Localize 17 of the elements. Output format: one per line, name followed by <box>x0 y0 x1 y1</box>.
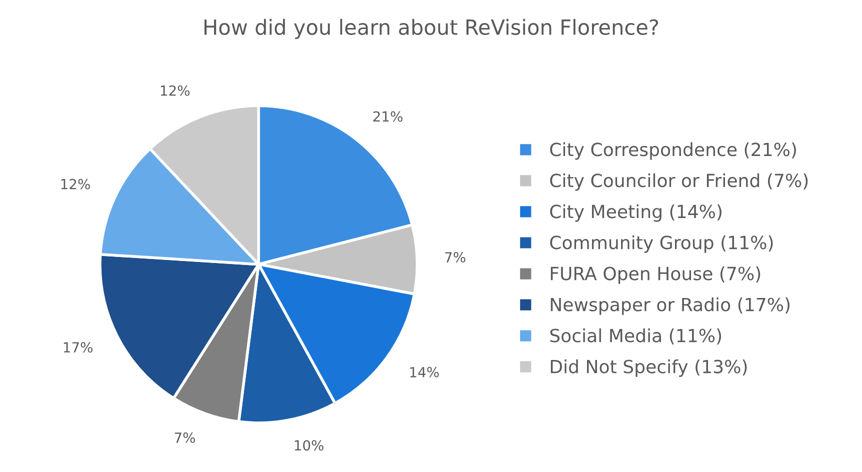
legend-label: City Correspondence (21%) <box>550 142 796 160</box>
data-label: 12% <box>160 85 190 96</box>
data-label: 17% <box>64 342 93 353</box>
legend-label: Social Media (11%) <box>550 328 722 345</box>
data-label: 7% <box>174 432 195 443</box>
data-label: 21% <box>373 111 402 122</box>
data-label: 14% <box>410 366 439 378</box>
data-label: 10% <box>294 440 324 451</box>
legend-label: City Meeting (14%) <box>550 204 722 222</box>
legend-label: City Councilor or Friend (7%) <box>550 173 808 191</box>
data-label: 7% <box>445 252 466 263</box>
chart-title: How did you learn about ReVision Florence? <box>204 18 658 40</box>
legend-label: Did Not Specify (13%) <box>550 359 747 377</box>
data-label: 12% <box>61 178 90 190</box>
legend-label: Newspaper or Radio (17%) <box>550 297 790 315</box>
legend-label: FURA Open House (7%) <box>550 266 760 284</box>
legend-label: Community Group (11%) <box>550 235 773 253</box>
